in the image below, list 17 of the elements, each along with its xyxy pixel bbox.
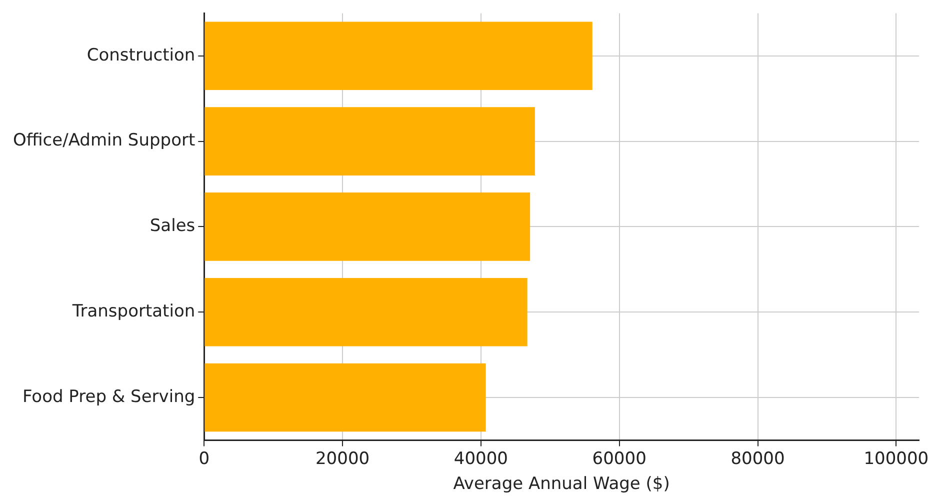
bar xyxy=(204,278,528,346)
y-tick-label: Transportation xyxy=(71,302,196,322)
y-tick-label: Construction xyxy=(86,45,196,66)
x-tick-label: 80000 xyxy=(730,448,785,469)
bar xyxy=(204,192,530,261)
y-tick-label: Office/Admin Support xyxy=(12,130,196,151)
bar xyxy=(204,107,535,176)
x-axis-title: Average Annual Wage ($) xyxy=(453,474,670,494)
x-tick-label: 100000 xyxy=(864,448,929,469)
y-tick-label: Sales xyxy=(150,216,196,236)
x-tick-label: 40000 xyxy=(454,448,508,469)
bar xyxy=(204,363,486,432)
x-tick-label: 20000 xyxy=(315,448,370,469)
x-tick-label: 0 xyxy=(198,448,210,469)
bar xyxy=(204,22,592,90)
y-tick-label: Food Prep & Serving xyxy=(22,386,196,407)
x-tick-label: 60000 xyxy=(592,448,646,469)
